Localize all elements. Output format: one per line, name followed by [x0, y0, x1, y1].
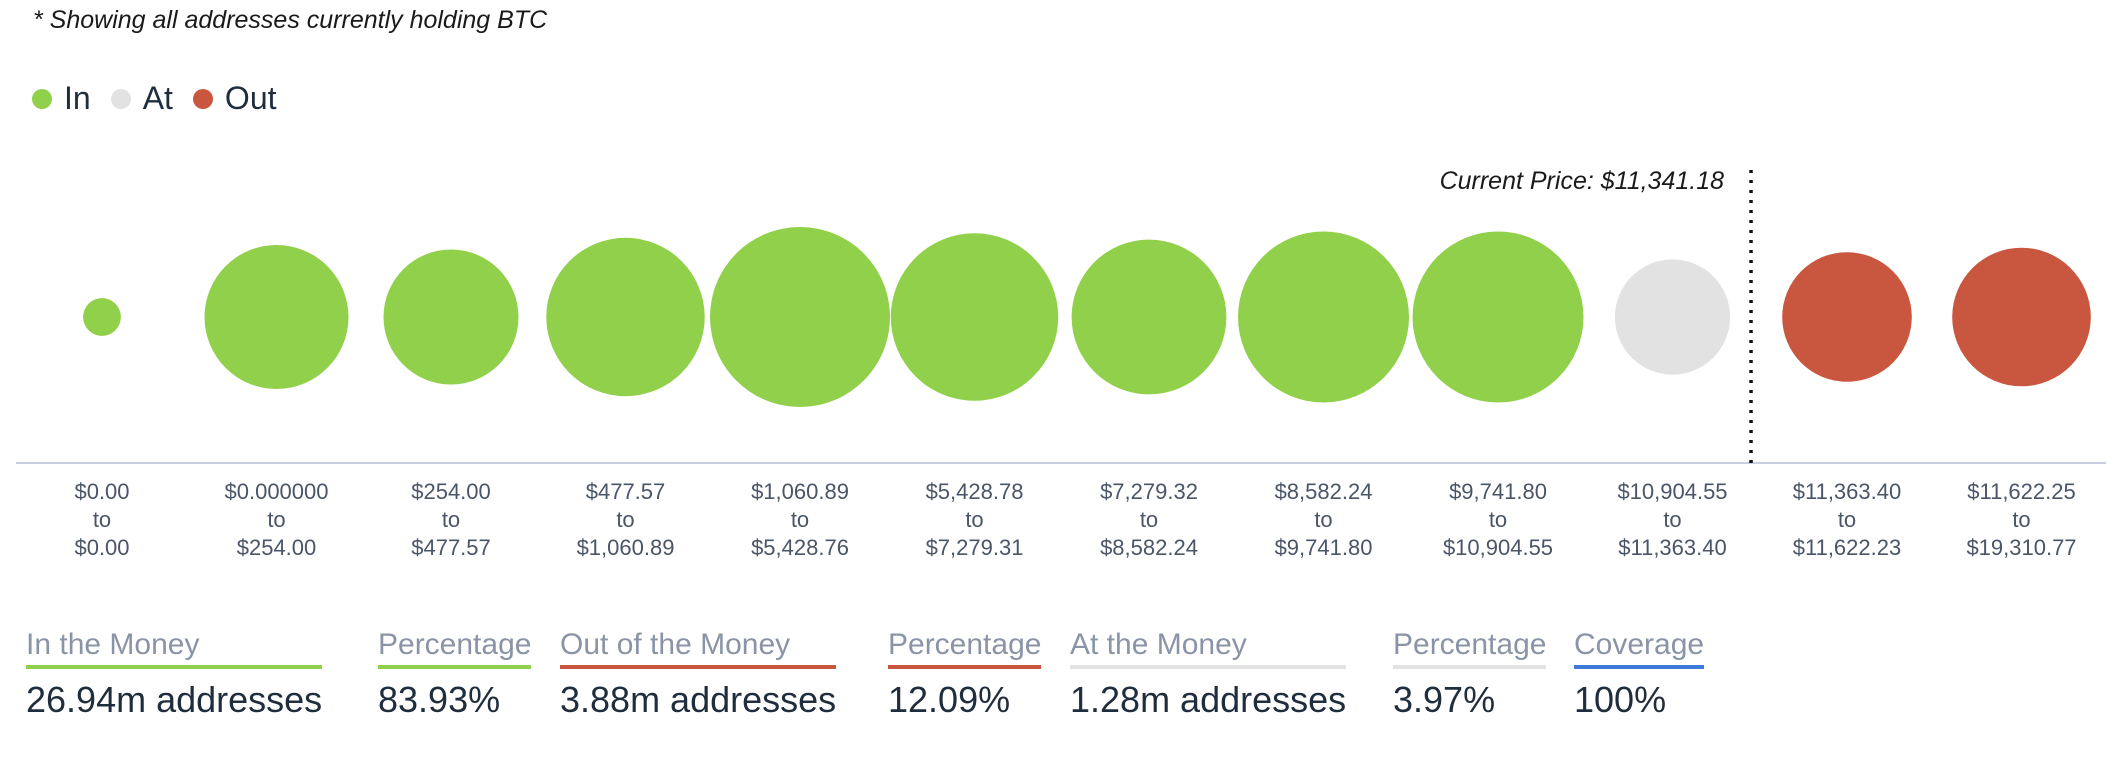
bucket-label-0-line-2: $0.00 [74, 535, 129, 560]
bubble-at-9[interactable] [1614, 259, 1731, 375]
bucket-label-11-line-1: to [2012, 507, 2030, 532]
bucket-label-4-line-1: to [791, 507, 809, 532]
bucket-label-9-line-2: $11,363.40 [1618, 535, 1726, 560]
bubble-chart: Current Price: $11,341.18 $0.00 to $0.00 $0.… [16, 167, 2106, 560]
bucket-label-5-line-2: $7,279.31 [926, 535, 1024, 560]
stat-in-percentage-label: Percentage [378, 628, 532, 669]
bucket-label-7-line-1: to [1314, 507, 1332, 532]
legend-item-at[interactable]: At [110, 80, 173, 117]
stat-in-percentage: Percentage 83.93% [378, 628, 532, 721]
legend-label-at: At [142, 80, 173, 116]
bubble-in-1[interactable] [204, 245, 349, 389]
bucket-label-6-line-0: $7,279.32 [1100, 479, 1198, 504]
stat-at-the-money-label: At the Money [1070, 628, 1347, 669]
bubble-in-4[interactable] [710, 227, 890, 407]
legend-in-dot-icon [32, 88, 52, 109]
bucket-label-3-line-1: to [616, 507, 634, 532]
bucket-label-10-line-1: to [1838, 507, 1856, 532]
stat-coverage-label: Coverage [1574, 628, 1705, 669]
bubble-in-0[interactable] [83, 298, 121, 336]
bubble-in-5[interactable] [890, 233, 1059, 401]
bucket-label-7-line-2: $9,741.80 [1275, 535, 1373, 560]
legend-label-in: In [64, 80, 91, 116]
bucket-label-7-line-0: $8,582.24 [1275, 479, 1373, 504]
bubble-in-6[interactable] [1071, 239, 1227, 395]
bucket-label-0-line-1: to [93, 507, 111, 532]
stat-coverage-value: 100% [1574, 679, 1667, 720]
bucket-label-6-line-1: to [1140, 507, 1158, 532]
bucket-label-9-line-1: to [1663, 507, 1681, 532]
stat-in-the-money-value: 26.94m addresses [26, 679, 323, 720]
stat-out-percentage-label: Percentage [888, 628, 1042, 669]
stat-out-percentage-value: 12.09% [888, 679, 1011, 720]
stat-out-of-the-money: Out of the Money 3.88m addresses [560, 628, 837, 721]
stat-out-of-the-money-value: 3.88m addresses [560, 679, 837, 720]
bucket-label-8-line-1: to [1489, 507, 1507, 532]
bucket-label-5-line-1: to [965, 507, 983, 532]
chart-note: * Showing all addresses currently holdin… [33, 6, 548, 34]
stat-out-of-the-money-label: Out of the Money [560, 628, 837, 669]
bucket-label-3-line-2: $1,060.89 [577, 535, 675, 560]
legend: In At Out [32, 80, 297, 117]
legend-label-out: Out [224, 80, 277, 116]
bubble-in-3[interactable] [546, 237, 705, 397]
bucket-label-0-line-0: $0.00 [74, 479, 129, 504]
bucket-label-8-line-0: $9,741.80 [1449, 479, 1547, 504]
bubble-in-7[interactable] [1238, 231, 1409, 403]
bucket-label-2-line-1: to [442, 507, 460, 532]
bucket-label-9-line-0: $10,904.55 [1617, 479, 1727, 504]
bubble-in-8[interactable] [1412, 231, 1584, 403]
bucket-label-11-line-0: $11,622.25 [1967, 479, 2075, 504]
legend-item-out[interactable]: Out [192, 80, 277, 117]
stat-at-the-money: At the Money 1.28m addresses [1070, 628, 1347, 721]
bucket-label-4-line-2: $5,428.76 [751, 535, 849, 560]
stat-coverage: Coverage 100% [1574, 628, 1705, 721]
bubble-in-2[interactable] [383, 249, 519, 385]
bucket-label-10-line-2: $11,622.23 [1793, 535, 1901, 560]
bucket-label-2-line-2: $477.57 [411, 535, 491, 560]
legend-at-dot-icon [110, 88, 131, 109]
legend-item-in[interactable]: In [32, 80, 91, 117]
stat-at-percentage-label: Percentage [1393, 628, 1547, 669]
current-price-label: Current Price: $11,341.18 [1440, 167, 1725, 195]
bucket-label-4-line-0: $1,060.89 [751, 479, 849, 504]
bucket-label-1-line-2: $254.00 [237, 535, 317, 560]
stat-in-the-money: In the Money 26.94m addresses [26, 628, 323, 721]
stat-at-percentage-value: 3.97% [1393, 679, 1496, 720]
bucket-label-8-line-2: $10,904.55 [1443, 535, 1553, 560]
bucket-label-5-line-0: $5,428.78 [926, 479, 1024, 504]
legend-out-dot-icon [192, 88, 213, 109]
bucket-label-11-line-2: $19,310.77 [1966, 535, 2076, 560]
bubble-out-11[interactable] [1952, 247, 2091, 387]
bucket-label-10-line-0: $11,363.40 [1793, 479, 1901, 504]
bucket-label-1-line-1: to [267, 507, 285, 532]
bubble-out-10[interactable] [1782, 252, 1912, 382]
stat-out-percentage: Percentage 12.09% [888, 628, 1042, 721]
stat-at-the-money-value: 1.28m addresses [1070, 679, 1347, 720]
stat-at-percentage: Percentage 3.97% [1393, 628, 1547, 721]
bucket-label-1-line-0: $0.000000 [225, 479, 329, 504]
bucket-label-6-line-2: $8,582.24 [1100, 535, 1198, 560]
stat-in-percentage-value: 83.93% [378, 679, 501, 720]
bucket-label-2-line-0: $254.00 [411, 479, 491, 504]
bucket-label-3-line-0: $477.57 [586, 479, 666, 504]
stat-in-the-money-label: In the Money [26, 628, 323, 669]
